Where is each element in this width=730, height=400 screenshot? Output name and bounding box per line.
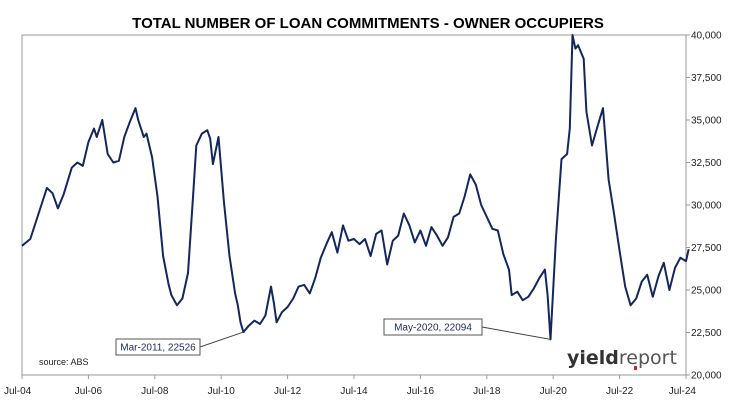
y-tick-label: 30,000: [691, 201, 722, 212]
x-tick-label: Jul-06: [75, 386, 103, 397]
annotations: Mar-2011, 22526 May-2020, 22094: [115, 318, 551, 356]
yieldreport-logo: yieldreport: [567, 347, 677, 370]
y-tick-label: 40,000: [691, 31, 722, 42]
annotation-leader: [199, 331, 244, 348]
annotation-label: May-2020, 22094: [394, 323, 472, 334]
annotation-callout: Mar-2011, 22526: [115, 331, 244, 356]
x-tick-label: Jul-12: [274, 386, 302, 397]
logo-accent: [634, 366, 637, 370]
annotation-box: [115, 338, 201, 356]
y-tick-label: 32,500: [691, 158, 722, 169]
source-note: source: ABS: [39, 357, 89, 367]
x-tick-label: Jul-10: [208, 386, 236, 397]
y-tick-label: 25,000: [691, 286, 722, 297]
y-tick-label: 37,500: [691, 73, 722, 84]
x-tick-label: Jul-20: [540, 386, 568, 397]
x-tick-label: Jul-14: [340, 386, 368, 397]
x-tick-label: Jul-18: [473, 386, 501, 397]
y-tick-label: 27,500: [691, 243, 722, 254]
chart-title: TOTAL NUMBER OF LOAN COMMITMENTS - OWNER…: [132, 15, 604, 32]
annotation-box: [383, 318, 483, 336]
y-tick-label: 35,000: [691, 116, 722, 127]
x-tick-label: Jul-08: [141, 386, 169, 397]
x-axis: Jul-04 Jul-06 Jul-08 Jul-10 Jul-12 Jul-14 Jul-…: [4, 375, 696, 397]
x-tick-label: Jul-22: [606, 386, 634, 397]
series-line: [21, 34, 690, 341]
annotation-label: Mar-2011, 22526: [120, 343, 196, 354]
x-tick-label: Jul-16: [407, 386, 435, 397]
logo-text: yieldreport: [567, 347, 677, 369]
y-axis: 20,000 22,500 25,000 27,500 30,000 32,500 35,0…: [686, 31, 722, 382]
x-tick-label: Jul-24: [669, 386, 697, 397]
x-tick-label: Jul-04: [4, 386, 32, 397]
y-tick-label: 20,000: [691, 371, 722, 382]
annotation-callout: May-2020, 22094: [383, 318, 551, 340]
annotation-leader: [481, 326, 551, 340]
y-tick-label: 22,500: [691, 328, 722, 339]
